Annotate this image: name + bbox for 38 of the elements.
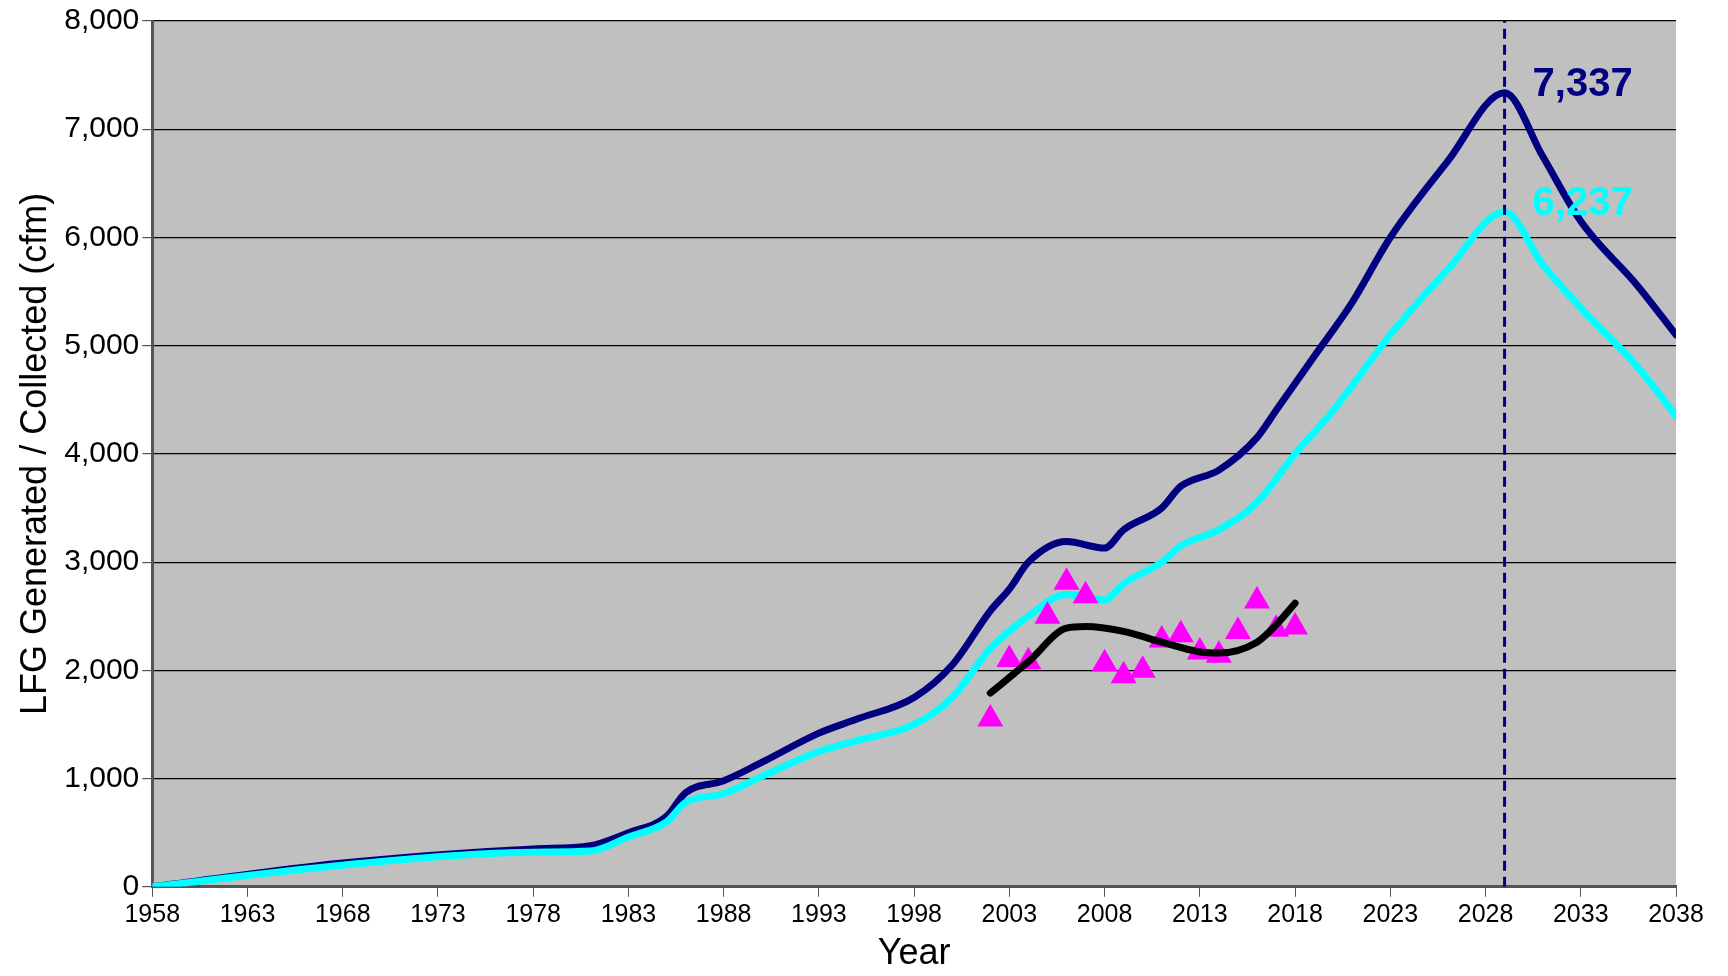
x-tick-label: 2008 (1076, 898, 1133, 927)
y-tick-label: 6,000 (64, 218, 140, 252)
x-tick-label: 2023 (1362, 898, 1419, 927)
x-tick-label: 2013 (1172, 898, 1228, 927)
x-tick-label: 1963 (219, 898, 276, 927)
x-tick-label: 1983 (600, 898, 657, 927)
y-tick-label: 7,000 (64, 110, 140, 144)
point (1072, 580, 1099, 604)
x-tick-label: 1973 (410, 898, 466, 927)
point (1282, 612, 1309, 635)
x-tick-label: 2033 (1552, 898, 1609, 927)
point (1129, 655, 1156, 678)
point (1034, 601, 1061, 624)
x-tick-label: 2038 (1648, 898, 1704, 927)
point (1110, 660, 1137, 684)
x-tick-label: 1988 (695, 898, 752, 927)
x-axis-title: Year (877, 931, 951, 973)
y-tick-label: 3,000 (64, 543, 140, 577)
y-tick-label: 4,000 (64, 435, 140, 469)
point (977, 704, 1004, 727)
y-tick-label: 8,000 (64, 2, 140, 36)
y-tick-label: 5,000 (64, 326, 140, 360)
point (1243, 586, 1270, 609)
y-axis-title: LFG Generated / Collected (cfm) (12, 192, 54, 715)
x-tick-label: 2028 (1457, 898, 1514, 927)
point (1053, 567, 1080, 590)
x-tick-label: 1993 (791, 898, 847, 927)
x-tick-label: 1978 (505, 898, 562, 927)
point (1091, 648, 1118, 672)
x-tick-label: 1968 (314, 898, 371, 927)
y-tick-label: 1,000 (64, 759, 140, 793)
x-tick-label: 2018 (1267, 898, 1323, 927)
point (1224, 616, 1251, 639)
annotation: 7,337 (1532, 59, 1633, 104)
y-tick-label: 2,000 (64, 651, 140, 685)
point (1167, 619, 1194, 643)
x-tick-label: 1998 (886, 898, 942, 927)
x-tick-label: 2003 (981, 898, 1038, 927)
